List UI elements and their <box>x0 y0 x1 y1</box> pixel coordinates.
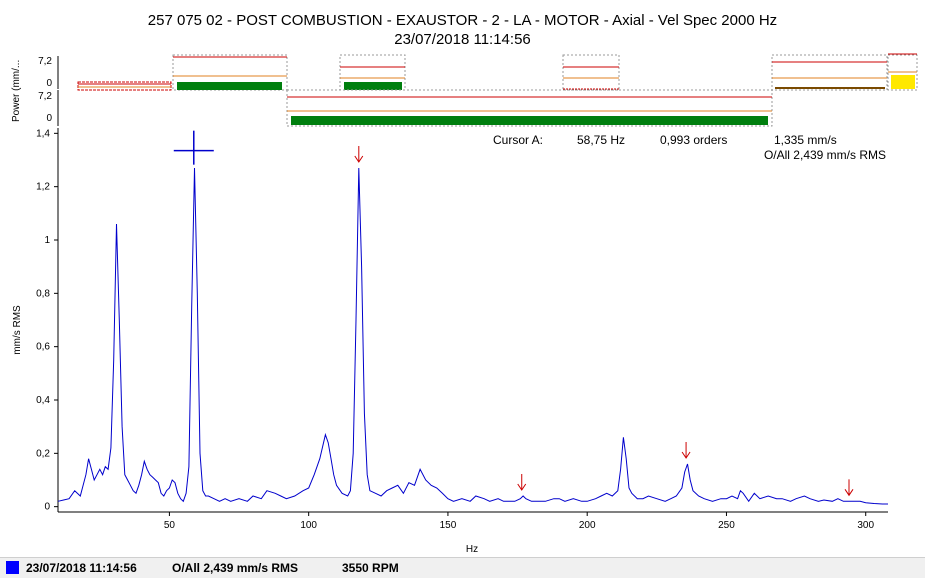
x-tick-label: 250 <box>718 520 735 531</box>
x-tick-label: 300 <box>857 520 874 531</box>
power-band-7-fill <box>891 75 915 89</box>
peak-marker-arrow <box>354 146 364 163</box>
status-rpm: 3550 RPM <box>342 561 399 575</box>
y-tick-label: 1,4 <box>36 128 50 139</box>
cursor-frequency: 58,75 Hz <box>577 133 625 147</box>
peak-marker-arrow <box>844 479 854 497</box>
chart-title: 257 075 02 - POST COMBUSTION - EXAUSTOR … <box>147 12 778 29</box>
status-datetime: 23/07/2018 11:14:56 <box>26 561 137 575</box>
y-tick-label: 0,2 <box>36 448 50 459</box>
status-bar: 23/07/2018 11:14:56 O/All 2,439 mm/s RMS… <box>0 557 925 578</box>
y-ticks: 0 0,2 0,4 0,6 0,8 1 1,2 1,4 <box>36 128 58 513</box>
cursor-amplitude: 1,335 mm/s <box>774 133 837 147</box>
legend-swatch <box>6 561 19 574</box>
power-band-3-fill <box>344 82 402 90</box>
peak-marker-arrow <box>681 442 691 459</box>
power-row1-tick-top: 7,2 <box>38 56 52 67</box>
peak-marker-arrow <box>517 474 527 491</box>
cursor-a[interactable] <box>173 130 214 165</box>
x-tick-label: 100 <box>300 520 317 531</box>
y-tick-label: 0,8 <box>36 288 50 299</box>
x-tick-label: 50 <box>164 520 176 531</box>
power-band-4-fill <box>291 116 768 125</box>
power-bands <box>77 53 918 127</box>
power-row2-tick-bottom: 0 <box>46 113 52 124</box>
power-band-2-fill <box>177 82 282 90</box>
power-band-6-frame <box>771 54 888 91</box>
series-group <box>57 167 888 505</box>
spectrum-chart-svg: Power (mm/... 7,2 0 7,2 0 <box>11 53 918 555</box>
y-tick-label: 1 <box>44 235 50 246</box>
x-tick-label: 200 <box>579 520 596 531</box>
cursor-label: Cursor A: <box>493 133 543 147</box>
overall-value: O/All 2,439 mm/s RMS <box>764 148 886 162</box>
y-tick-label: 1,2 <box>36 182 50 193</box>
x-axis-label: Hz <box>466 544 478 555</box>
power-band-5-frame <box>562 54 620 91</box>
spectrum-series-line <box>57 167 888 505</box>
power-row1-tick-bottom: 0 <box>46 78 52 89</box>
chart-datetime: 23/07/2018 11:14:56 <box>394 31 531 48</box>
cursor-orders: 0,993 orders <box>660 133 727 147</box>
y-tick-label: 0,6 <box>36 342 50 353</box>
x-ticks: 50 100 150 200 250 300 <box>164 512 874 531</box>
y-axis-label: mm/s RMS <box>12 305 23 355</box>
power-band-1-fill <box>77 81 172 91</box>
peak-markers <box>354 146 854 497</box>
status-overall: O/All 2,439 mm/s RMS <box>172 561 299 575</box>
y-tick-label: 0 <box>44 502 50 513</box>
power-ylabel: Power (mm/... <box>11 60 22 122</box>
x-tick-label: 150 <box>440 520 457 531</box>
power-band-4-frame <box>286 89 773 127</box>
power-row2-tick-top: 7,2 <box>38 91 52 102</box>
y-tick-label: 0,4 <box>36 395 50 406</box>
